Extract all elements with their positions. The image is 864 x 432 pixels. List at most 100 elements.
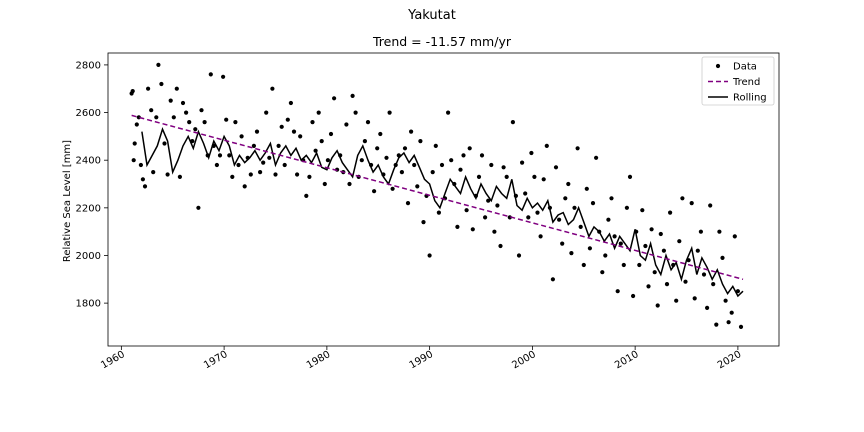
- data-point: [270, 86, 275, 91]
- data-point: [140, 177, 145, 182]
- data-point: [732, 234, 737, 239]
- data-point: [390, 186, 395, 191]
- data-point: [717, 229, 722, 234]
- data-point: [375, 146, 380, 151]
- data-point: [723, 298, 728, 303]
- legend-box: [701, 56, 775, 106]
- data-point: [154, 115, 159, 120]
- data-point: [421, 220, 426, 225]
- figure-suptitle: Yakutat: [407, 8, 456, 23]
- data-point: [674, 298, 679, 303]
- data-point: [412, 162, 417, 168]
- data-point: [288, 100, 293, 106]
- data-point: [504, 174, 509, 179]
- data-point: [180, 100, 186, 106]
- data-point: [581, 262, 586, 268]
- data-point: [433, 143, 438, 148]
- legend-label-rolling: Rolling: [733, 93, 767, 104]
- data-point: [646, 284, 651, 289]
- data-point: [510, 120, 515, 125]
- data-point: [347, 181, 352, 187]
- data-point: [279, 124, 284, 129]
- data-point: [387, 110, 392, 115]
- data-point: [569, 251, 574, 256]
- data-point: [529, 150, 534, 156]
- data-point: [652, 270, 657, 275]
- y-axis-label: Relative Sea Level [mm]: [62, 140, 73, 262]
- data-point: [649, 227, 654, 232]
- data-point: [643, 243, 648, 249]
- data-point: [664, 282, 670, 287]
- data-point: [239, 134, 244, 139]
- data-point: [668, 210, 673, 215]
- data-point: [538, 234, 543, 239]
- data-point: [550, 277, 556, 282]
- data-point: [637, 262, 642, 268]
- data-point: [655, 303, 660, 308]
- data-point: [578, 224, 583, 229]
- data-point: [149, 108, 154, 113]
- data-point: [594, 155, 599, 160]
- data-point: [285, 117, 290, 122]
- data-point: [464, 208, 469, 213]
- data-point: [177, 174, 182, 179]
- data-point: [384, 155, 389, 160]
- data-point: [439, 162, 445, 168]
- data-point: [658, 231, 663, 237]
- plot-area: [107, 52, 780, 347]
- data-point: [258, 170, 263, 175]
- x-tick-label: 1980: [305, 349, 333, 371]
- data-point: [544, 143, 549, 148]
- data-point: [711, 282, 716, 287]
- data-point: [298, 134, 303, 139]
- data-point: [470, 227, 475, 232]
- data-point: [479, 153, 485, 158]
- data-point: [698, 229, 704, 234]
- data-point: [151, 170, 156, 175]
- data-point: [535, 210, 540, 215]
- data-point: [138, 162, 143, 168]
- data-point: [214, 162, 219, 168]
- data-point: [624, 205, 630, 210]
- x-tick-label: 2000: [510, 349, 538, 371]
- data-point: [563, 196, 568, 201]
- data-point: [184, 110, 189, 115]
- data-point: [584, 186, 589, 191]
- x-tick-label: 1960: [99, 349, 127, 371]
- data-point: [627, 174, 633, 179]
- y-tick-label: 2800: [76, 60, 101, 71]
- data-point: [476, 174, 482, 179]
- data-point: [640, 208, 645, 213]
- y-tick-label: 2000: [76, 251, 101, 262]
- data-point: [621, 262, 626, 268]
- y-tick-label: 1800: [76, 299, 101, 310]
- data-point: [134, 122, 139, 127]
- data-point: [430, 170, 435, 175]
- data-point: [227, 153, 232, 158]
- data-point: [399, 170, 404, 175]
- data-point: [489, 162, 494, 168]
- data-point: [202, 120, 207, 125]
- data-point: [705, 305, 710, 310]
- data-point: [458, 167, 463, 172]
- data-point: [224, 117, 229, 122]
- data-point: [264, 110, 269, 115]
- data-point: [332, 96, 337, 101]
- rolling-line: [141, 127, 744, 298]
- data-point: [248, 172, 253, 177]
- data-point: [735, 289, 741, 294]
- data-point: [208, 72, 213, 77]
- data-point: [171, 115, 176, 120]
- data-point: [291, 129, 297, 134]
- data-point: [165, 172, 170, 177]
- data-point: [461, 153, 466, 158]
- data-point: [495, 203, 500, 208]
- data-point: [661, 248, 667, 253]
- data-point: [455, 224, 460, 229]
- data-point: [683, 279, 688, 284]
- data-point: [142, 184, 148, 189]
- data-point: [132, 141, 137, 146]
- data-point: [130, 89, 135, 94]
- data-point: [557, 217, 562, 222]
- legend-label-data: Data: [733, 62, 757, 73]
